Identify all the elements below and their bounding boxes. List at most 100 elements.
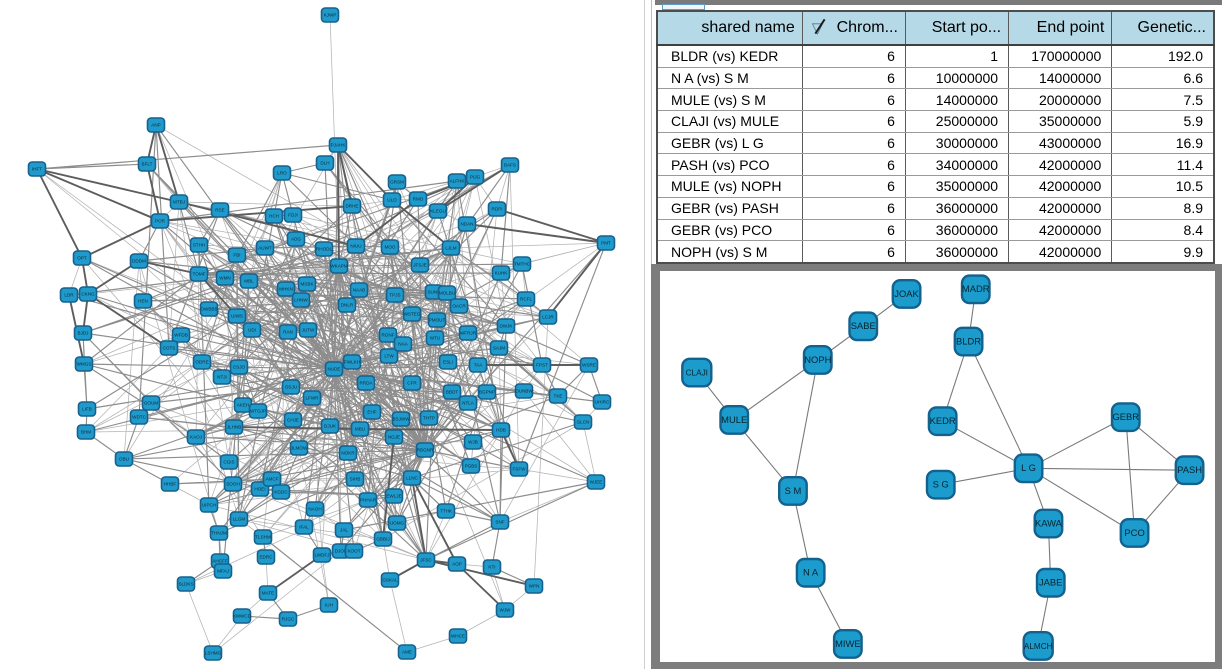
- svg-text:UDI: UDI: [248, 328, 256, 333]
- svg-text:IHFT: IHFT: [32, 167, 42, 172]
- svg-text:RDPI: RDPI: [492, 207, 503, 212]
- svg-text:CGIS: CGIS: [223, 460, 234, 465]
- svg-text:HHBF: HHBF: [164, 482, 177, 487]
- svg-text:GBBIJ: GBBIJ: [376, 537, 389, 542]
- svg-text:KOOT: KOOT: [347, 549, 360, 554]
- svg-text:GRSM: GRSM: [390, 180, 404, 185]
- svg-text:MSBK: MSBK: [300, 282, 314, 287]
- svg-text:HEN: HEN: [138, 299, 148, 304]
- svg-text:MBL: MBL: [244, 279, 254, 284]
- svg-text:LIFB: LIFB: [82, 407, 92, 412]
- svg-text:BSJWW: BSJWW: [392, 417, 410, 422]
- svg-text:WKAPM: WKAPM: [330, 264, 348, 269]
- svg-text:RMO: RMO: [413, 197, 424, 202]
- svg-text:PJAHK: PJAHK: [331, 143, 347, 148]
- svg-text:CFR: CFR: [407, 381, 417, 386]
- svg-text:ULO: ULO: [387, 198, 397, 203]
- svg-text:WPN: WPN: [529, 584, 540, 589]
- svg-text:MHKN: MHKN: [279, 287, 293, 292]
- svg-text:AOP: AOP: [452, 562, 462, 567]
- svg-text:FPST: FPST: [536, 363, 548, 368]
- svg-text:MBU: MBU: [355, 427, 365, 432]
- svg-text:LRO: LRO: [277, 171, 287, 176]
- svg-text:PIJG: PIJG: [470, 175, 481, 180]
- svg-text:WJEE: WJEE: [590, 480, 603, 485]
- svg-text:BAFS: BAFS: [504, 163, 516, 168]
- svg-text:EDRC: EDRC: [259, 555, 273, 560]
- svg-text:LFWR: LFWR: [305, 396, 319, 401]
- svg-text:IFAL: IFAL: [299, 525, 309, 530]
- svg-text:TAA: TAA: [474, 363, 484, 368]
- svg-text:GLCN: GLCN: [577, 420, 590, 425]
- svg-text:TTHK: TTHK: [440, 509, 453, 514]
- svg-text:MFAJ: MFAJ: [217, 569, 229, 574]
- svg-text:NGJE: NGJE: [388, 435, 400, 440]
- svg-text:POR: POR: [155, 219, 166, 224]
- svg-text:JLMOW: JLMOW: [291, 446, 308, 451]
- svg-text:DDDM: DDDM: [132, 259, 146, 264]
- svg-text:BJDJ: BJDJ: [78, 331, 89, 336]
- svg-text:KTI: KTI: [488, 565, 495, 570]
- svg-text:WJW: WJW: [500, 608, 512, 613]
- svg-text:STHH: STHH: [193, 243, 206, 248]
- svg-text:BFLT: BFLT: [142, 162, 153, 167]
- svg-text:WFRJR: WFRJR: [460, 331, 477, 336]
- svg-text:COTS: COTS: [163, 346, 176, 351]
- svg-text:FBI: FBI: [233, 253, 240, 258]
- svg-text:JUTW: JUTW: [302, 328, 315, 333]
- svg-text:OPT: OPT: [77, 256, 87, 261]
- svg-text:CSJO: CSJO: [233, 365, 246, 370]
- svg-text:TLSHM: TLSHM: [255, 535, 271, 540]
- svg-text:LJLM: LJLM: [445, 246, 456, 251]
- svg-text:BGPNP: BGPNP: [479, 390, 495, 395]
- svg-text:GOUM: GOUM: [144, 401, 158, 406]
- svg-text:WJB: WJB: [468, 440, 478, 445]
- svg-text:THNJM: THNJM: [211, 531, 227, 536]
- svg-text:AME: AME: [402, 650, 412, 655]
- svg-text:WHCE: WHCE: [451, 634, 465, 639]
- svg-text:WMGS: WMGS: [77, 362, 92, 367]
- svg-text:AHCFF: AHCFF: [212, 559, 228, 564]
- svg-text:TPJS: TPJS: [389, 293, 400, 298]
- svg-text:SNF: SNF: [495, 520, 504, 525]
- svg-text:TOMF: TOMF: [193, 272, 206, 277]
- svg-text:SAJM: SAJM: [493, 346, 505, 351]
- svg-text:RGNF: RGNF: [381, 333, 394, 338]
- svg-text:OSJU: OSJU: [285, 385, 297, 390]
- svg-text:NAAB: NAAB: [353, 288, 366, 293]
- svg-text:DLH: DLH: [320, 161, 329, 166]
- svg-text:HDB: HDB: [496, 428, 506, 433]
- svg-text:EHF: EHF: [367, 410, 376, 415]
- svg-text:SIHB: SIHB: [350, 477, 361, 482]
- svg-text:ESLI: ESLI: [443, 360, 453, 365]
- svg-text:LLNC: LLNC: [406, 476, 418, 481]
- svg-text:KGDC: KGDC: [274, 490, 288, 495]
- svg-text:NIUU: NIUU: [350, 244, 361, 249]
- svg-text:LLGM: LLGM: [233, 517, 246, 522]
- svg-text:WTU: WTU: [430, 336, 440, 341]
- svg-text:MOLBU: MOLBU: [439, 291, 455, 296]
- svg-text:RCFL: RCFL: [520, 297, 532, 302]
- svg-text:LWDFJ: LWDFJ: [315, 553, 330, 558]
- svg-text:MTBJ: MTBJ: [173, 200, 185, 205]
- svg-text:PGBS: PGBS: [465, 464, 478, 469]
- svg-text:AKEH: AKEH: [237, 403, 250, 408]
- svg-text:OBU: OBU: [119, 457, 129, 462]
- svg-text:UHIRC: UHIRC: [595, 400, 610, 405]
- svg-text:CHJE: CHJE: [287, 418, 299, 423]
- svg-text:LDR: LDR: [64, 293, 74, 298]
- svg-text:HOEI: HOEI: [254, 487, 265, 492]
- svg-text:DRHE: DRHE: [345, 204, 358, 209]
- svg-text:KAOJ: KAOJ: [190, 435, 202, 440]
- svg-text:SUNR: SUNR: [427, 290, 441, 295]
- svg-text:PMOUT: PMOUT: [429, 318, 446, 323]
- svg-text:IUH: IUH: [325, 603, 333, 608]
- svg-text:AUWT: AUWT: [258, 246, 272, 251]
- svg-text:DNLR: DNLR: [341, 303, 354, 308]
- svg-text:RJGC: RJGC: [282, 617, 295, 622]
- svg-text:JFSC: JFSC: [420, 558, 432, 563]
- svg-text:OWBBB: OWBBB: [200, 307, 217, 312]
- svg-text:TKE: TKE: [554, 394, 563, 399]
- svg-text:UOMG: UOMG: [390, 521, 405, 526]
- svg-text:JAL: JAL: [340, 528, 348, 533]
